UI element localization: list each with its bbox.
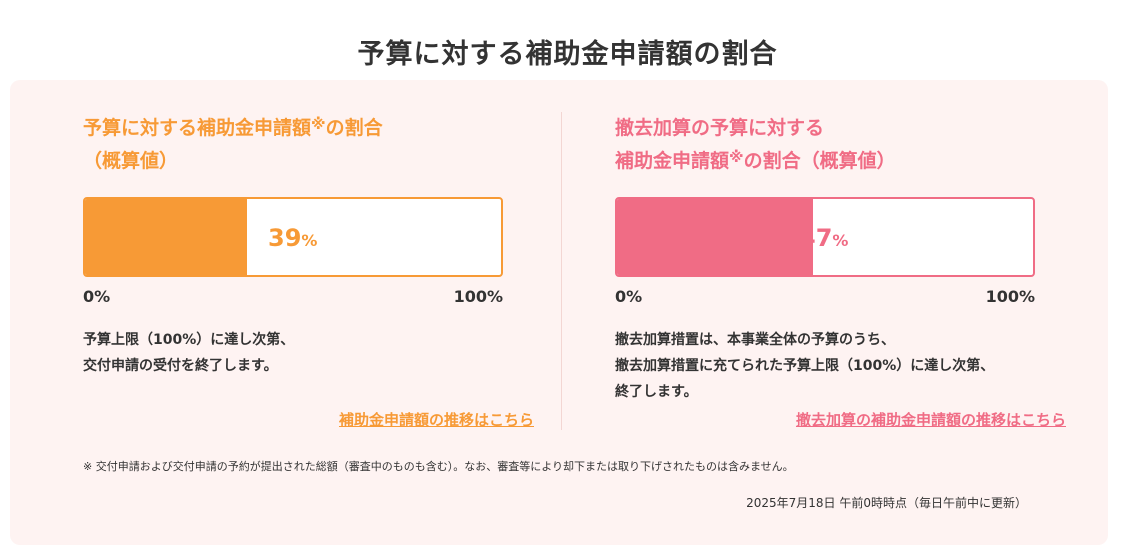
description-line: 予算上限（100%）に達し次第、	[83, 332, 295, 348]
removal-ratio-description: 撤去加算措置は、本事業全体の予算のうち、 撤去加算措置に充てられた予算上限（10…	[615, 327, 1055, 405]
percent-number: 47	[799, 224, 833, 252]
note-mark: ※	[311, 115, 326, 133]
description-line: 撤去加算措置は、本事業全体の予算のうち、	[615, 332, 895, 348]
progress-value: 47%	[799, 223, 848, 256]
percent-number: 39	[268, 224, 302, 252]
removal-ratio-panel: 撤去加算の予算に対する 補助金申請額※の割合（概算値） 47% 0% 100% …	[615, 112, 1066, 429]
removal-ratio-title: 撤去加算の予算に対する 補助金申請額※の割合（概算値）	[615, 112, 1035, 178]
scale-max: 100%	[985, 287, 1035, 306]
scale-min: 0%	[83, 287, 111, 306]
percent-unit: %	[832, 231, 849, 250]
title-text: （概算値）	[83, 150, 179, 172]
update-timestamp: 2025年7月18日 午前0時時点（毎日午前中に更新）	[746, 496, 1027, 510]
budget-ratio-progress-bar: 39%	[83, 197, 503, 277]
progress-fill	[617, 199, 813, 275]
budget-ratio-title: 予算に対する補助金申請額※の割合 （概算値）	[83, 112, 503, 178]
percent-unit: %	[301, 231, 318, 250]
title-text: 撤去加算の予算に対する	[615, 117, 825, 139]
summary-card	[10, 80, 1108, 545]
scale-max: 100%	[453, 287, 503, 306]
scale-min: 0%	[615, 287, 643, 306]
description-line: 終了します。	[615, 384, 698, 400]
title-text: 予算に対する補助金申請額	[83, 117, 312, 139]
budget-ratio-panel: 予算に対する補助金申請額※の割合 （概算値） 39% 0% 100% 予算上限（…	[83, 112, 534, 429]
description-line: 撤去加算措置に充てられた予算上限（100%）に達し次第、	[615, 358, 995, 374]
title-text: の割合	[325, 117, 383, 139]
title-text: の割合（概算値）	[743, 150, 896, 172]
description-line: 交付申請の受付を終了します。	[83, 358, 278, 374]
page-title: 予算に対する補助金申請額の割合	[357, 39, 778, 71]
application-trend-link[interactable]: 補助金申請額の推移はこちら	[338, 411, 534, 429]
note-mark: ※	[729, 148, 744, 166]
removal-ratio-progress-bar: 47%	[615, 197, 1035, 277]
removal-trend-link[interactable]: 撤去加算の補助金申請額の推移はこちら	[795, 411, 1066, 429]
panel-divider	[561, 112, 562, 430]
progress-value: 39%	[268, 223, 317, 256]
budget-ratio-description: 予算上限（100%）に達し次第、 交付申請の受付を終了します。	[83, 327, 523, 379]
progress-fill	[85, 199, 248, 275]
title-text: 補助金申請額	[615, 150, 730, 172]
footnote: ※ 交付申請および交付申請の予約が提出された総額（審査中のものも含む）。なお、審…	[83, 460, 794, 473]
